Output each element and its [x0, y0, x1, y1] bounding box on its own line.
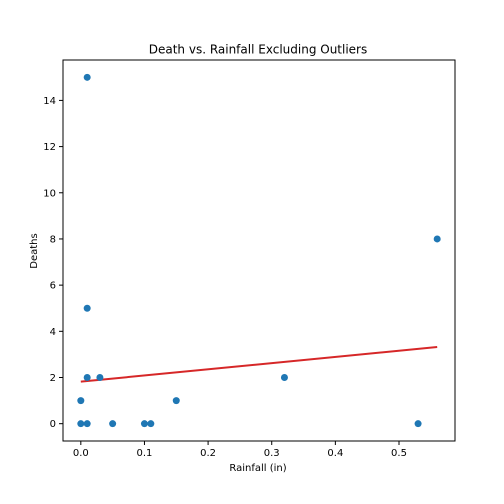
- y-tick-label: 12: [43, 142, 56, 153]
- data-point: [83, 420, 91, 428]
- x-tick-label: 0.5: [391, 448, 407, 459]
- data-point: [433, 235, 441, 243]
- data-point: [109, 420, 117, 428]
- x-tick-label: 0.3: [264, 448, 280, 459]
- y-tick-label: 4: [50, 327, 56, 338]
- x-axis: 0.0 0.1 0.2 0.3 0.4 0.5: [73, 441, 407, 459]
- y-axis-title: Deaths: [29, 233, 40, 268]
- data-point: [147, 420, 155, 428]
- y-tick-label: 6: [50, 281, 56, 292]
- y-tick-label: 10: [43, 188, 56, 199]
- x-tick-label: 0.2: [200, 448, 216, 459]
- data-point: [96, 374, 104, 381]
- data-point: [83, 374, 91, 381]
- y-tick-label: 8: [50, 234, 56, 245]
- plot-area: [62, 59, 456, 442]
- x-tick-label: 0.1: [137, 448, 153, 459]
- data-point: [140, 420, 148, 428]
- y-tick-label: 2: [50, 373, 56, 384]
- data-point: [172, 397, 180, 405]
- y-axis: 0 2 4 6 8 10 12 14: [43, 96, 63, 430]
- data-point: [280, 374, 288, 381]
- y-tick-label: 14: [43, 96, 56, 107]
- x-tick-label: 0.4: [327, 448, 343, 459]
- x-axis-title: Rainfall (in): [229, 463, 286, 474]
- data-point: [83, 304, 91, 312]
- trend-line: [80, 346, 438, 383]
- y-tick-label: 0: [50, 419, 56, 430]
- data-point: [77, 420, 85, 428]
- data-point: [414, 420, 422, 428]
- data-point: [83, 73, 91, 81]
- chart-title: Death vs. Rainfall Excluding Outliers: [149, 43, 368, 57]
- data-point: [77, 397, 85, 405]
- plot-frame: [62, 59, 456, 442]
- x-tick-label: 0.0: [73, 448, 89, 459]
